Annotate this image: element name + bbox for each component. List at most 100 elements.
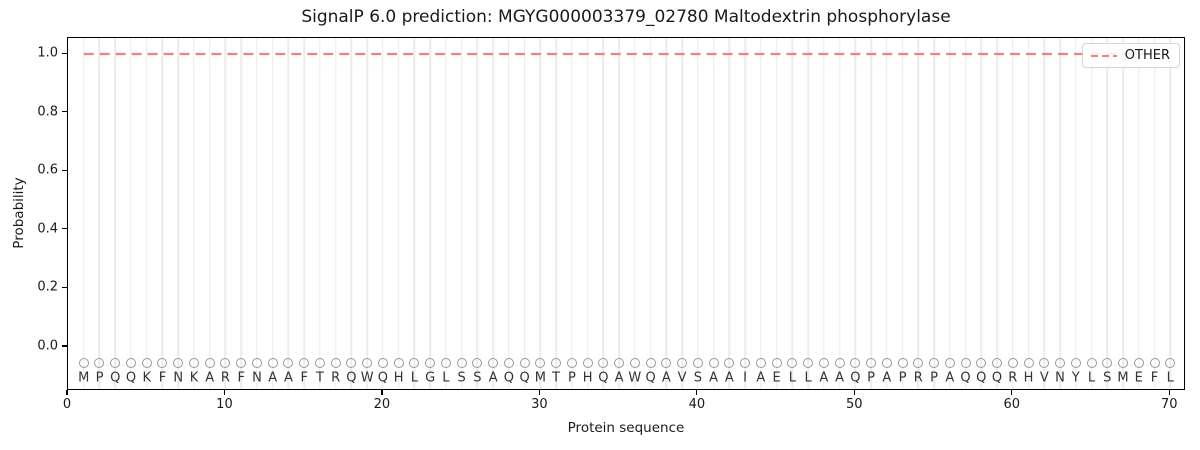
gridline (665, 38, 668, 389)
residue-marker-circle (551, 358, 562, 369)
residue-marker-circle (141, 358, 152, 369)
gridline (256, 38, 258, 389)
gridline (886, 38, 888, 389)
gridline (271, 38, 274, 389)
gridline (697, 38, 699, 389)
y-tick-label: 0.6 (37, 162, 58, 178)
chart-title: SignalP 6.0 prediction: MGYG000003379_02… (301, 7, 951, 27)
residue-marker-circle (787, 358, 798, 369)
x-tick-mark (223, 390, 226, 395)
residue-marker-circle (598, 358, 609, 369)
residue-marker-circle (944, 358, 955, 369)
y-axis-label: Probability (11, 177, 27, 249)
residue-marker-circle (314, 358, 325, 369)
residue-marker-circle (188, 358, 199, 369)
x-tick-label: 60 (1003, 397, 1021, 412)
residue-letter: K (189, 370, 199, 386)
x-tick-label: 30 (531, 397, 548, 412)
residue-marker-circle (1133, 358, 1144, 369)
residue-letter: Q (503, 370, 515, 386)
residue-letter: S (473, 370, 482, 386)
y-tick-mark (62, 169, 67, 171)
residue-marker-circle (94, 358, 105, 369)
x-tick-mark (538, 390, 540, 395)
x-axis-label: Protein sequence (567, 420, 685, 436)
gridline (823, 38, 825, 389)
residue-marker-circle (1165, 358, 1176, 369)
gridline (224, 38, 227, 389)
residue-letter: R (331, 370, 341, 386)
residue-marker-circle (283, 358, 294, 369)
residue-letter: Q (346, 370, 357, 386)
residue-letter: N (252, 370, 262, 386)
residue-letter: Q (377, 370, 389, 386)
residue-marker-circle (503, 358, 514, 369)
gridline (82, 38, 85, 389)
x-tick-label: 50 (846, 397, 863, 412)
residue-letter: Q (110, 370, 121, 386)
gridline (1122, 38, 1124, 389)
x-tick-label: 70 (1160, 397, 1178, 412)
residue-letter: A (882, 370, 892, 386)
residue-marker-circle (110, 358, 121, 369)
gridline (1153, 38, 1156, 389)
residue-letter: A (205, 370, 215, 386)
gridline (161, 38, 164, 389)
gridline (366, 38, 368, 389)
gridline (1059, 38, 1061, 389)
gridline (539, 38, 542, 389)
residue-letter: R (913, 370, 923, 386)
gridline (287, 38, 290, 389)
residue-marker-circle (913, 358, 924, 369)
gridline (949, 38, 951, 389)
residue-letter: T (315, 370, 324, 386)
residue-marker-circle (661, 358, 672, 369)
residue-letter: A (709, 370, 719, 386)
residue-letter: F (300, 370, 308, 386)
gridline (760, 38, 762, 389)
gridline (319, 38, 321, 389)
residue-marker-circle (440, 358, 451, 369)
gridline (1090, 38, 1093, 389)
gridline (1027, 38, 1030, 389)
gridline (1169, 38, 1171, 389)
y-tick-label: 0.8 (37, 104, 58, 120)
y-tick-label: 0.0 (37, 338, 58, 354)
residue-marker-circle (362, 358, 373, 369)
gridline (114, 38, 116, 389)
residue-marker-circle (1102, 358, 1113, 369)
residue-marker-circle (299, 358, 310, 369)
residue-marker-circle (157, 358, 168, 369)
x-tick-mark (1168, 390, 1170, 395)
gridline (1043, 38, 1046, 389)
gridline (240, 38, 242, 389)
residue-marker-circle (1039, 358, 1050, 369)
gridline (917, 38, 920, 389)
y-tick-mark (62, 111, 67, 113)
legend: OTHER (1081, 43, 1180, 68)
gridline (791, 38, 794, 389)
gridline (775, 38, 778, 389)
residue-marker-circle (251, 358, 262, 369)
gridline (523, 38, 526, 389)
residue-letter: S (457, 370, 466, 386)
gridline (303, 38, 305, 389)
residue-letter: R (1008, 370, 1018, 386)
gridline (130, 38, 132, 389)
residue-letter: L (410, 370, 419, 386)
residue-letter: F (237, 370, 245, 386)
residue-letter: H (1023, 370, 1034, 386)
residue-letter: P (567, 370, 576, 386)
residue-letter: W (628, 370, 642, 386)
residue-marker-circle (740, 358, 751, 369)
gridline (744, 38, 746, 389)
residue-marker-circle (1118, 358, 1128, 369)
gridline (1138, 38, 1140, 389)
gridline (602, 38, 605, 389)
residue-marker-circle (456, 358, 467, 369)
residue-letter: N (1055, 370, 1065, 386)
gridline (728, 38, 731, 389)
residue-letter: V (1039, 370, 1049, 386)
gridline (980, 38, 983, 389)
